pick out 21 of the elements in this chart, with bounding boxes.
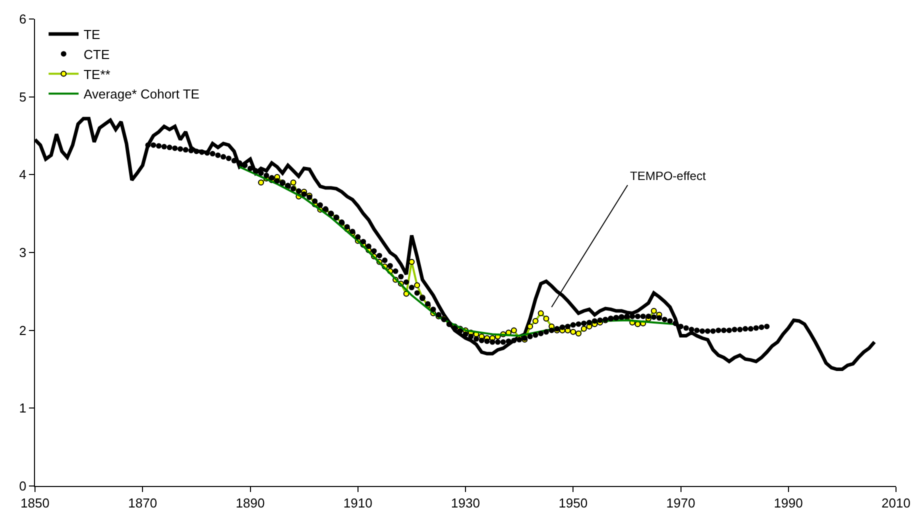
x-tick-label: 1970 — [666, 496, 696, 511]
legend-label: TE — [84, 27, 101, 42]
x-tick-label: 1950 — [558, 496, 588, 511]
y-tick-label: 2 — [19, 322, 26, 338]
y-tick-label: 5 — [19, 89, 26, 104]
x-tick-label: 1910 — [343, 496, 372, 511]
y-tick-label: 6 — [19, 12, 26, 27]
y-tick-label: 3 — [19, 245, 26, 260]
x-tick-label: 1870 — [128, 496, 158, 511]
x-tick-label: 2010 — [882, 496, 910, 511]
x-tick-label: 1990 — [774, 496, 803, 511]
x-tick-label: 1930 — [451, 496, 480, 511]
y-tick-label: 4 — [19, 167, 26, 182]
x-tick-label: 1850 — [20, 496, 50, 511]
y-tick-label: 0 — [19, 478, 26, 494]
legend-label: TE** — [84, 66, 110, 82]
legend-label: CTE — [84, 46, 110, 62]
y-tick-label: 1 — [19, 400, 26, 416]
annotation: TEMPO-effect — [630, 169, 706, 183]
x-tick-label: 1890 — [236, 496, 265, 511]
legend-label: Average* Cohort TE — [84, 86, 200, 102]
